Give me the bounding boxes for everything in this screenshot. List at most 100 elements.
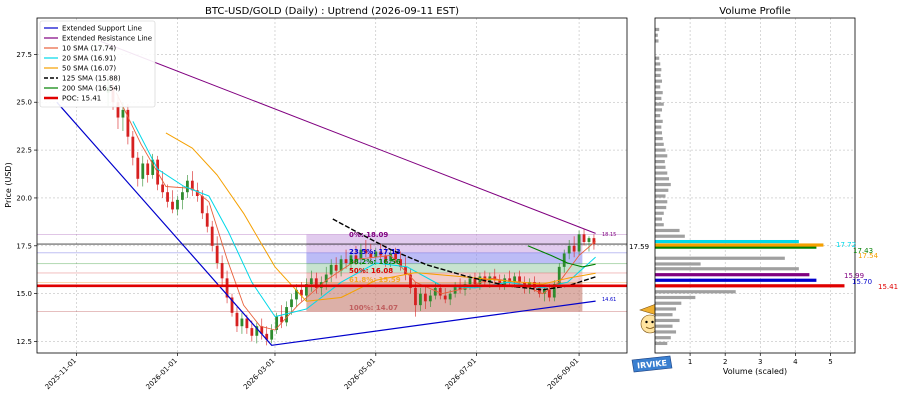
candle-body	[409, 274, 412, 288]
volume-bar	[655, 243, 824, 247]
irvike-logo: IRVIKE	[631, 303, 673, 373]
volume-bar	[655, 188, 669, 192]
fib-label-23: 23.5%: 17.13	[349, 248, 401, 256]
candle-body	[577, 234, 581, 252]
vp-label-15-70: 15.70	[852, 278, 872, 286]
volume-bar	[655, 223, 664, 227]
volume-bar	[655, 159, 665, 164]
volume-bar	[655, 307, 677, 311]
volume-bar	[655, 119, 663, 123]
volume-bar	[655, 142, 664, 146]
volume-bar	[655, 96, 662, 100]
candle-body	[478, 276, 482, 285]
candle-body	[334, 264, 338, 271]
candle-body	[250, 328, 254, 336]
candle-body	[493, 276, 497, 281]
candle-body	[131, 136, 135, 158]
sma-125-line	[332, 218, 596, 291]
volume-plot-frame	[654, 17, 856, 354]
volume-bar	[655, 330, 677, 334]
candle-body	[542, 289, 546, 294]
indicator-lines	[37, 40, 627, 346]
y-tick-label: 12.5	[16, 338, 32, 346]
candle-body	[473, 278, 477, 285]
fib-label-61: 61.8%: 15.59	[349, 276, 401, 284]
x-tick-label: 2026-03-01	[242, 357, 276, 391]
volume-x-axis-label: Volume (scaled)	[723, 367, 787, 376]
candle-body	[176, 199, 179, 210]
candle-body	[567, 245, 571, 254]
candle-body	[260, 326, 264, 334]
volume-bar	[655, 165, 666, 169]
candle-body	[468, 278, 472, 285]
legend-label-poc: POC: 15.41	[62, 95, 101, 103]
candle-body	[582, 234, 586, 242]
candle-body	[220, 263, 224, 279]
candle-body	[285, 307, 288, 323]
vp-label-17-43: 17.43	[853, 247, 873, 255]
candle-body	[428, 295, 432, 302]
candle-body	[379, 251, 383, 256]
logo-mouth	[645, 326, 655, 329]
candle-body	[419, 293, 422, 306]
candle-body	[587, 238, 591, 242]
volume-level-labels: 17.72 17.43 17.54 15.99 15.70 15.41	[836, 241, 898, 291]
fibonacci-labels: 0%: 18.09 23.5%: 17.13 38.2%: 16.56 50%:…	[349, 231, 401, 312]
fib-band	[306, 263, 583, 273]
fib-label-100: 100%: 14.07	[349, 304, 398, 312]
sma-50-line	[165, 132, 596, 302]
volume-bar	[655, 194, 666, 198]
chart-title: BTC-USD/GOLD (Daily) : Uptrend (2026-09-…	[205, 6, 459, 17]
candle-body	[230, 297, 234, 313]
candle-body	[195, 190, 199, 197]
volume-bar	[655, 205, 667, 210]
y-tick-label: 22.5	[16, 147, 32, 155]
logo-wordmark: IRVIKE	[637, 358, 668, 370]
candle-body	[448, 293, 452, 300]
volume-bar	[655, 102, 664, 106]
candle-body	[314, 278, 318, 288]
candle-body	[245, 318, 249, 329]
volume-bar	[655, 85, 661, 89]
candle-body	[508, 278, 512, 283]
candle-body	[255, 326, 259, 336]
volume-bar	[655, 200, 668, 204]
candle-body	[538, 287, 541, 294]
volume-bar	[655, 313, 673, 317]
candle-body	[295, 289, 298, 300]
volume-bar	[655, 148, 666, 152]
candle-body	[215, 245, 219, 264]
main-y-axis: 12.5 15.0 17.5 20.0 22.5 25.0 27.5	[16, 51, 37, 346]
y-tick-label: 17.5	[16, 242, 32, 250]
fib-label-0: 0%: 18.09	[349, 231, 388, 239]
candle-body	[116, 102, 120, 118]
volume-bar	[655, 62, 661, 66]
x-tick-label: 2026-07-01	[444, 357, 478, 391]
volume-bar	[655, 114, 661, 118]
vp-label-17-54: 17.54	[858, 252, 879, 260]
candle-body	[205, 213, 209, 227]
volume-profile-title: Volume Profile	[719, 6, 790, 17]
volume-bar	[655, 284, 845, 288]
vp-label-15-41: 15.41	[878, 283, 898, 291]
fib-band	[306, 252, 583, 264]
x-tick-label: 2026-01-01	[144, 357, 178, 391]
volume-bar	[655, 278, 817, 282]
volume-bar	[655, 79, 663, 83]
candle-body	[438, 287, 442, 296]
y-axis-label: Price (USD)	[4, 162, 13, 207]
candle-body	[518, 276, 521, 283]
candle-body	[136, 157, 140, 179]
volume-bar	[655, 336, 671, 340]
candle-body	[458, 286, 462, 290]
resistance-line	[99, 40, 596, 234]
volume-bar	[655, 56, 660, 60]
volume-bar	[655, 39, 659, 43]
volume-x-tick-label: 2	[723, 358, 727, 366]
volume-bar	[655, 171, 668, 175]
vp-label-15-99: 15.99	[844, 272, 864, 280]
volume-plot-area	[655, 18, 855, 353]
volume-bar	[655, 27, 660, 32]
candle-body	[200, 196, 204, 214]
volume-bar	[655, 182, 671, 187]
